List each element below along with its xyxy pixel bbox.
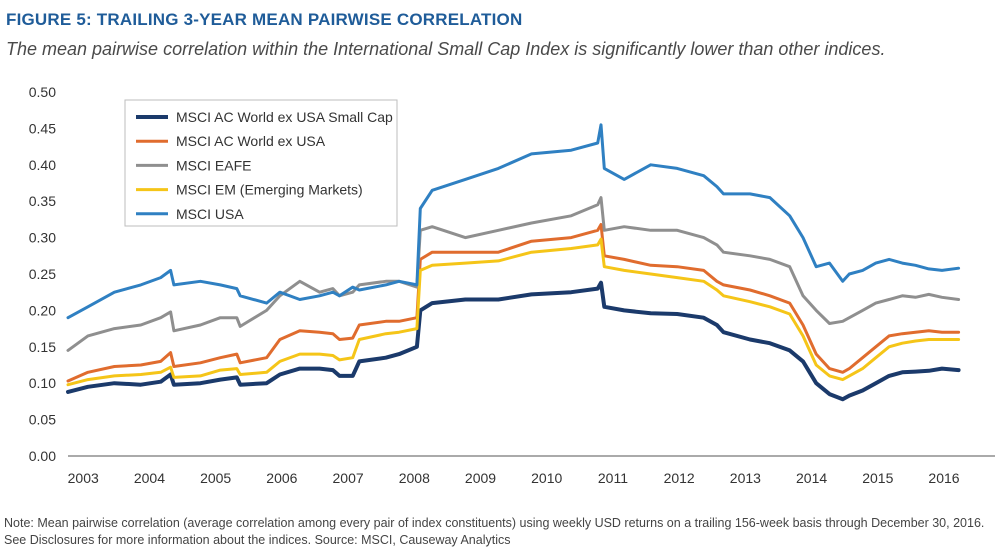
x-tick-label: 2007 xyxy=(333,470,364,486)
legend-label: MSCI AC World ex USA xyxy=(176,133,326,149)
x-tick-label: 2005 xyxy=(200,470,231,486)
x-tick-label: 2003 xyxy=(68,470,99,486)
x-tick-label: 2016 xyxy=(928,470,959,486)
y-tick-label: 0.35 xyxy=(29,193,56,209)
x-tick-label: 2009 xyxy=(465,470,496,486)
legend-label: MSCI EAFE xyxy=(176,157,251,173)
figure-title: FIGURE 5: TRAILING 3-YEAR MEAN PAIRWISE … xyxy=(6,10,523,29)
series-line-5 xyxy=(66,123,961,320)
y-tick-label: 0.20 xyxy=(29,302,56,318)
line-chart: 0.00 0.05 0.10 0.15 0.20 0.25 0.30 0.35 0.40 0.45… xyxy=(29,84,995,486)
series-lines xyxy=(66,123,961,402)
x-tick-label: 2015 xyxy=(862,470,893,486)
x-tick-label: 2011 xyxy=(598,470,628,486)
y-tick-label: 0.40 xyxy=(29,157,56,173)
y-tick-label: 0.30 xyxy=(29,230,56,246)
series-line-2 xyxy=(66,223,961,383)
y-tick-label: 0.10 xyxy=(29,375,56,391)
figure-subtitle: The mean pairwise correlation within the… xyxy=(6,39,886,59)
y-tick-label: 0.00 xyxy=(29,448,56,464)
y-tick-label: 0.45 xyxy=(29,120,56,136)
legend-label: MSCI AC World ex USA Small Cap xyxy=(176,109,393,125)
series-line-4 xyxy=(66,237,961,387)
x-tick-label: 2013 xyxy=(730,470,761,486)
series-line-1 xyxy=(66,280,961,402)
x-tick-label: 2004 xyxy=(134,470,165,486)
x-tick-label: 2012 xyxy=(664,470,695,486)
x-tick-label: 2014 xyxy=(796,470,827,486)
x-tick-label: 2010 xyxy=(531,470,562,486)
x-tick-label: 2006 xyxy=(266,470,297,486)
x-axis: 2003 2004 2005 2006 2007 2008 2009 2010 2011 2012… xyxy=(68,455,995,486)
y-tick-label: 0.50 xyxy=(29,84,56,100)
y-tick-label: 0.25 xyxy=(29,266,56,282)
y-axis: 0.00 0.05 0.10 0.15 0.20 0.25 0.30 0.35 0.40 0.45… xyxy=(29,84,56,464)
legend: MSCI AC World ex USA Small Cap MSCI AC Wo… xyxy=(124,99,398,227)
y-tick-label: 0.05 xyxy=(29,412,56,428)
x-tick-label: 2008 xyxy=(399,470,430,486)
legend-label: MSCI USA xyxy=(176,206,244,222)
series-line-3 xyxy=(66,196,961,352)
footnote: Note: Mean pairwise correlation (average… xyxy=(4,516,985,547)
legend-label: MSCI EM (Emerging Markets) xyxy=(176,182,363,198)
legend-box xyxy=(124,99,398,227)
y-tick-label: 0.15 xyxy=(29,339,56,355)
